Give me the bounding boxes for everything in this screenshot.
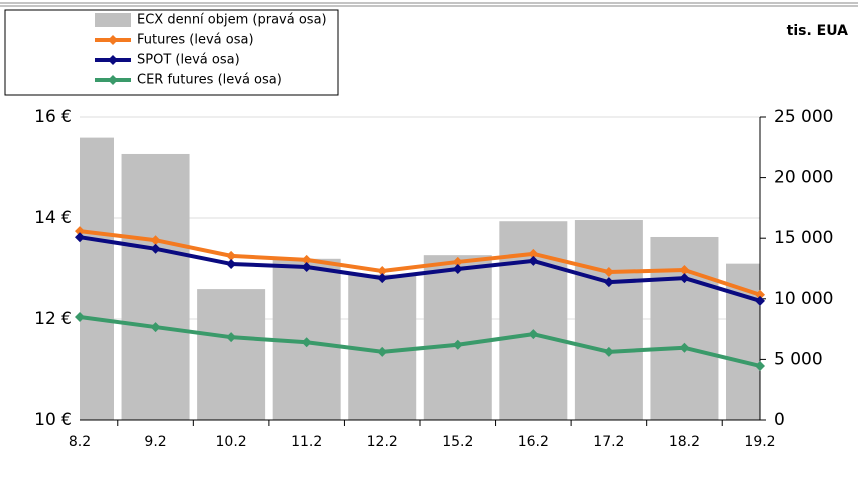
y2-tick-label: 15 000 xyxy=(774,228,833,248)
x-tick-label: 17.2 xyxy=(593,434,624,450)
bar xyxy=(121,153,190,420)
marker xyxy=(528,248,539,259)
legend-label: ECX denní objem (pravá osa) xyxy=(137,13,327,28)
x-tick-label: 11.2 xyxy=(291,434,322,450)
unit-annotation: tis. EUA xyxy=(787,23,849,39)
x-tick-label: 10.2 xyxy=(216,434,247,450)
marker xyxy=(75,232,85,243)
marker xyxy=(150,322,161,333)
marker xyxy=(301,254,312,265)
legend-label: SPOT (levá osa) xyxy=(137,53,240,68)
marker xyxy=(679,342,690,353)
marker xyxy=(75,311,85,322)
bar xyxy=(423,255,492,420)
line xyxy=(79,235,761,303)
bar xyxy=(80,137,114,420)
marker xyxy=(755,360,765,371)
marker xyxy=(301,337,312,348)
legend-label: Futures (levá osa) xyxy=(137,33,254,48)
x-tick-label: 19.2 xyxy=(744,434,775,450)
legend-marker xyxy=(108,35,118,45)
bar xyxy=(574,220,643,420)
marker xyxy=(679,265,690,276)
marker xyxy=(226,250,237,261)
marker xyxy=(377,273,388,284)
marker xyxy=(603,277,614,288)
legend-marker xyxy=(108,75,118,85)
marker xyxy=(679,273,690,284)
y-tick-label: 16 € xyxy=(34,107,72,127)
marker xyxy=(226,258,237,269)
marker xyxy=(150,235,161,246)
y2-tick-label: 25 000 xyxy=(774,107,833,127)
legend-box xyxy=(4,9,339,96)
marker xyxy=(150,243,161,254)
y2-tick-label: 0 xyxy=(774,410,785,430)
marker xyxy=(452,339,463,350)
legend-marker xyxy=(108,55,118,65)
y2-tick-label: 5 000 xyxy=(774,349,823,369)
y-tick-label: 10 € xyxy=(34,410,72,430)
x-tick-label: 16.2 xyxy=(518,434,549,450)
marker xyxy=(603,346,614,357)
y-tick-label: 14 € xyxy=(34,208,72,228)
marker xyxy=(452,264,463,275)
marker xyxy=(528,255,539,266)
y2-tick-label: 10 000 xyxy=(774,289,833,309)
legend-swatch xyxy=(95,13,131,27)
marker xyxy=(755,289,765,300)
x-tick-label: 18.2 xyxy=(669,434,700,450)
bar xyxy=(197,289,266,420)
legend-label: CER futures (levá osa) xyxy=(137,73,282,88)
marker xyxy=(528,329,539,340)
marker xyxy=(755,295,765,306)
marker xyxy=(301,261,312,272)
x-tick-label: 15.2 xyxy=(442,434,473,450)
line xyxy=(79,229,761,297)
line xyxy=(79,314,761,368)
marker xyxy=(452,256,463,267)
marker xyxy=(603,267,614,278)
y2-tick-label: 20 000 xyxy=(774,168,833,188)
marker xyxy=(377,346,388,357)
bar xyxy=(650,236,719,420)
y-tick-label: 12 € xyxy=(34,309,72,329)
x-tick-label: 9.2 xyxy=(144,434,166,450)
x-tick-label: 12.2 xyxy=(367,434,398,450)
marker xyxy=(377,266,388,277)
x-tick-label: 8.2 xyxy=(69,434,91,450)
marker xyxy=(226,332,237,343)
marker xyxy=(75,226,85,237)
